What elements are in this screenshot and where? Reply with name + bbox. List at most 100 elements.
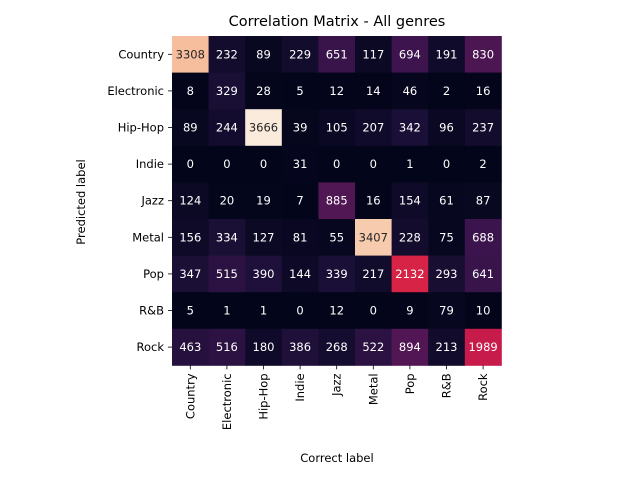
cell-value-label: 329 (216, 84, 238, 98)
heatmap-cell (281, 219, 319, 256)
x-tick-label: Indie (293, 373, 307, 401)
cell-value-label: 1989 (468, 340, 497, 354)
heatmap-cell (208, 145, 246, 183)
cell-value-label: 89 (183, 121, 198, 135)
heatmap-cell (428, 219, 466, 256)
cell-value-label: 232 (216, 47, 238, 61)
heatmap-cell (172, 109, 209, 147)
heatmap-cell (318, 72, 356, 110)
cell-value-label: 885 (326, 194, 348, 208)
cell-value-label: 0 (223, 157, 230, 171)
heatmap-cell (428, 145, 466, 183)
cell-value-label: 237 (472, 121, 494, 135)
heatmap-cell (464, 36, 502, 73)
heatmap-cell (245, 145, 283, 183)
cell-value-label: 96 (439, 121, 454, 135)
y-axis-label: Predicted label (74, 159, 88, 244)
x-tick-label: R&B (440, 373, 454, 398)
cell-value-label: 293 (436, 267, 458, 281)
cell-value-label: 81 (293, 230, 308, 244)
x-tick-label: Country (183, 373, 197, 419)
heatmap-cell (172, 255, 209, 293)
cell-value-label: 12 (329, 304, 344, 318)
heatmap-cell (391, 219, 429, 256)
heatmap-cell (464, 328, 502, 366)
cell-value-label: 16 (366, 194, 381, 208)
heatmap-cell (208, 292, 246, 330)
heatmap-cell (355, 219, 392, 256)
cell-value-label: 386 (289, 340, 311, 354)
y-tick-label: R&B (139, 304, 164, 318)
heatmap-cell (318, 145, 356, 183)
heatmap-cell (464, 292, 502, 330)
heatmap-cell (464, 255, 502, 293)
cell-value-label: 0 (296, 304, 303, 318)
cell-value-label: 0 (187, 157, 194, 171)
heatmap-cell (355, 72, 392, 110)
cell-value-label: 10 (476, 304, 491, 318)
heatmap-cell (318, 292, 356, 330)
heatmap-cell (464, 182, 502, 220)
heatmap-cell (245, 72, 283, 110)
cell-value-label: 244 (216, 121, 238, 135)
cell-value-label: 641 (472, 267, 494, 281)
cell-value-label: 651 (326, 47, 348, 61)
x-tick-label: Rock (476, 373, 490, 401)
cell-value-label: 5 (187, 304, 194, 318)
cell-value-label: 217 (362, 267, 384, 281)
heatmap-cell (318, 36, 356, 73)
heatmap-cell (428, 182, 466, 220)
cell-value-label: 191 (436, 47, 458, 61)
cell-value-label: 334 (216, 230, 238, 244)
cell-value-label: 1 (260, 304, 267, 318)
heatmap-cell (318, 255, 356, 293)
cell-value-label: 14 (366, 84, 381, 98)
cell-value-label: 127 (253, 230, 275, 244)
cell-value-label: 2132 (395, 267, 424, 281)
cell-value-label: 1 (223, 304, 230, 318)
cell-value-label: 5 (296, 84, 303, 98)
heatmap-cell (172, 219, 209, 256)
cell-value-label: 55 (329, 230, 344, 244)
cell-value-label: 228 (399, 230, 421, 244)
heatmap-cell (172, 328, 209, 366)
cell-value-label: 229 (289, 47, 311, 61)
cell-value-label: 144 (289, 267, 311, 281)
heatmap-cell (355, 36, 392, 73)
heatmap-cell (428, 255, 466, 293)
x-tick-label: Jazz (330, 373, 344, 397)
y-axis-ticks: Country Electronic Hip-Hop Indie Jazz Metal Po… (107, 47, 172, 354)
heatmap-cell (172, 36, 209, 73)
heatmap-cell (245, 109, 283, 147)
heatmap-cell (245, 255, 283, 293)
cell-value-label: 516 (216, 340, 238, 354)
cell-value-label: 16 (476, 84, 491, 98)
cell-value-label: 0 (260, 157, 267, 171)
cell-value-label: 124 (179, 194, 201, 208)
heatmap-cell (281, 182, 319, 220)
cell-value-label: 830 (472, 47, 494, 61)
heatmap-cell (208, 255, 246, 293)
heatmap-cell (464, 109, 502, 147)
heatmap-cell (281, 72, 319, 110)
cell-value-label: 213 (436, 340, 458, 354)
heatmap-cell (245, 219, 283, 256)
cell-value-label: 463 (179, 340, 201, 354)
cell-value-label: 61 (439, 194, 454, 208)
heatmap-cell (318, 182, 356, 220)
heatmap-cell (245, 36, 283, 73)
cell-value-label: 87 (476, 194, 491, 208)
heatmap-cell (281, 145, 319, 183)
cell-value-label: 12 (329, 84, 344, 98)
x-tick-label: Metal (366, 373, 380, 405)
x-axis-ticks: Country Electronic Hip-Hop Indie Jazz Metal Po… (183, 365, 490, 430)
y-tick-label: Country (118, 47, 164, 61)
y-tick-label: Metal (132, 230, 164, 244)
cell-value-label: 28 (256, 84, 271, 98)
heatmap-cell (281, 328, 319, 366)
heatmap-cell (428, 109, 466, 147)
y-tick-label: Hip-Hop (118, 121, 164, 135)
heatmap-cell (391, 72, 429, 110)
heatmap-cell (208, 328, 246, 366)
